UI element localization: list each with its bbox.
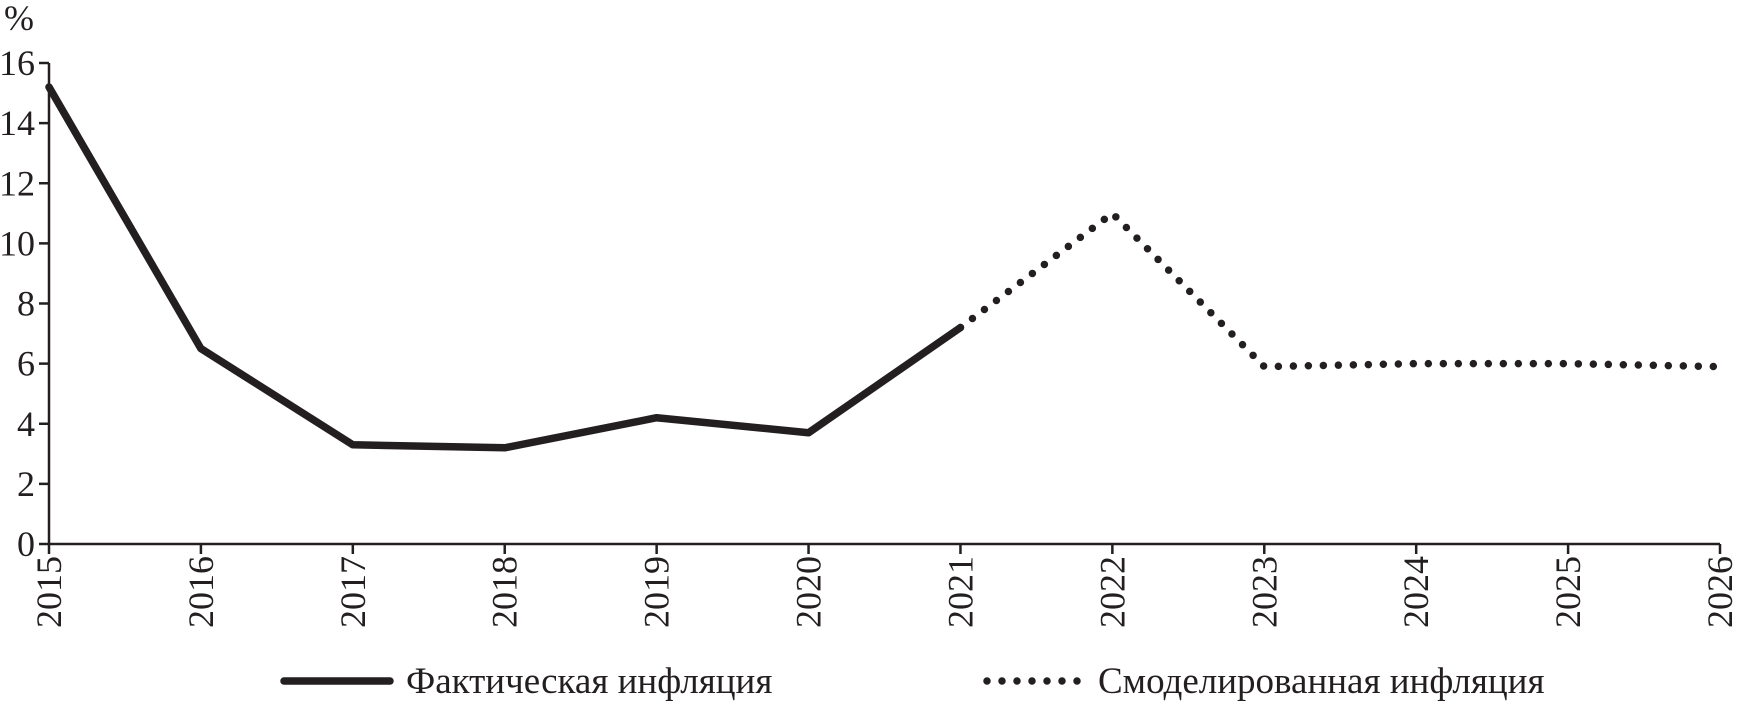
x-tick-label: 2023 xyxy=(1244,556,1284,628)
y-tick-label: 4 xyxy=(17,404,35,444)
series-line xyxy=(45,83,965,452)
series-line xyxy=(956,208,1724,371)
y-axis-label: % xyxy=(4,0,34,38)
x-tick-label: 2024 xyxy=(1396,556,1436,628)
x-tick-label: 2022 xyxy=(1092,556,1132,628)
y-tick-label: 12 xyxy=(0,163,35,203)
x-tick-label: 2025 xyxy=(1548,556,1588,628)
y-tick-label: 6 xyxy=(17,344,35,384)
x-tick-label: 2026 xyxy=(1700,556,1740,628)
x-tick-label: 2018 xyxy=(485,556,525,628)
x-tick-label: 2020 xyxy=(789,556,829,628)
y-tick-label: 0 xyxy=(17,524,35,564)
legend-label: Смоделированная инфляция xyxy=(1098,661,1545,702)
x-tick-label: 2017 xyxy=(333,556,373,628)
y-tick-label: 2 xyxy=(17,464,35,504)
x-tick-label: 2016 xyxy=(181,556,221,628)
y-tick-label: 10 xyxy=(0,223,35,263)
y-tick-label: 14 xyxy=(0,103,35,143)
x-tick-label: 2015 xyxy=(29,556,69,628)
y-tick-label: 16 xyxy=(0,43,35,83)
legend-label: Фактическая инфляция xyxy=(406,661,772,702)
y-tick-label: 8 xyxy=(17,284,35,324)
x-tick-label: 2019 xyxy=(637,556,677,628)
x-tick-label: 2021 xyxy=(940,556,980,628)
